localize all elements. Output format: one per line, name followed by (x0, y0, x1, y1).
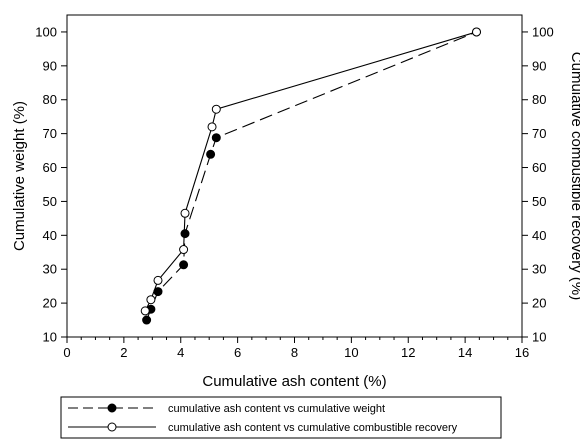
series-layer (141, 28, 480, 324)
data-point-open (180, 246, 188, 254)
x-tick-label: 14 (458, 345, 472, 360)
data-point-open (181, 209, 189, 217)
legend-marker-weight (108, 404, 116, 412)
x-tick-label: 16 (515, 345, 529, 360)
y-tick-label-right: 90 (532, 58, 546, 73)
y-tick-label-right: 10 (532, 330, 546, 345)
y-tick-label-right: 80 (532, 92, 546, 107)
data-point-open (212, 105, 220, 113)
legend-label-recovery: cumulative ash content vs cumulative com… (168, 422, 458, 434)
y-tick-label-left: 70 (43, 126, 57, 141)
series-line-1 (145, 32, 476, 311)
y-tick-label-left: 10 (43, 330, 57, 345)
y-tick-label-left: 50 (43, 194, 57, 209)
data-point-open (154, 276, 162, 284)
x-tick-label: 12 (401, 345, 415, 360)
y-tick-label-left: 30 (43, 262, 57, 277)
data-point-filled (212, 134, 220, 142)
x-tick-label: 0 (63, 345, 70, 360)
x-tick-label: 4 (177, 345, 184, 360)
y-axis-title-right: Cumulative combustible recovery (%) (568, 52, 580, 300)
data-point-open (208, 123, 216, 131)
x-tick-label: 6 (234, 345, 241, 360)
y-tick-label-left: 90 (43, 58, 57, 73)
y-tick-label-left: 20 (43, 296, 57, 311)
y-tick-label-right: 100 (532, 24, 554, 39)
tick-layer: 0 2 4 6 8 10 12 14 16102030405060708090100102030… (35, 24, 553, 360)
data-point-filled (181, 230, 189, 238)
plot-frame (67, 15, 522, 337)
y-tick-label-left: 100 (35, 24, 57, 39)
y-tick-label-right: 70 (532, 126, 546, 141)
data-point-open (141, 307, 149, 315)
data-point-filled (207, 150, 215, 158)
data-point-filled (143, 316, 151, 324)
x-tick-label: 8 (291, 345, 298, 360)
legend-label-weight: cumulative ash content vs cumulative wei… (168, 403, 385, 415)
y-tick-label-left: 80 (43, 92, 57, 107)
y-tick-label-right: 20 (532, 296, 546, 311)
x-tick-label: 2 (120, 345, 127, 360)
y-tick-label-left: 60 (43, 160, 57, 175)
legend: cumulative ash content vs cumulative wei… (61, 397, 501, 438)
y-tick-label-right: 30 (532, 262, 546, 277)
legend-marker-recovery (108, 423, 116, 431)
y-axis-title-left: Cumulative weight (%) (11, 101, 28, 251)
y-tick-label-right: 50 (532, 194, 546, 209)
y-tick-label-right: 60 (532, 160, 546, 175)
data-point-open (147, 296, 155, 304)
x-axis-title: Cumulative ash content (%) (202, 373, 386, 390)
data-point-open (473, 28, 481, 36)
data-point-filled (180, 261, 188, 269)
x-tick-label: 10 (344, 345, 358, 360)
y-tick-label-right: 40 (532, 228, 546, 243)
y-tick-label-left: 40 (43, 228, 57, 243)
